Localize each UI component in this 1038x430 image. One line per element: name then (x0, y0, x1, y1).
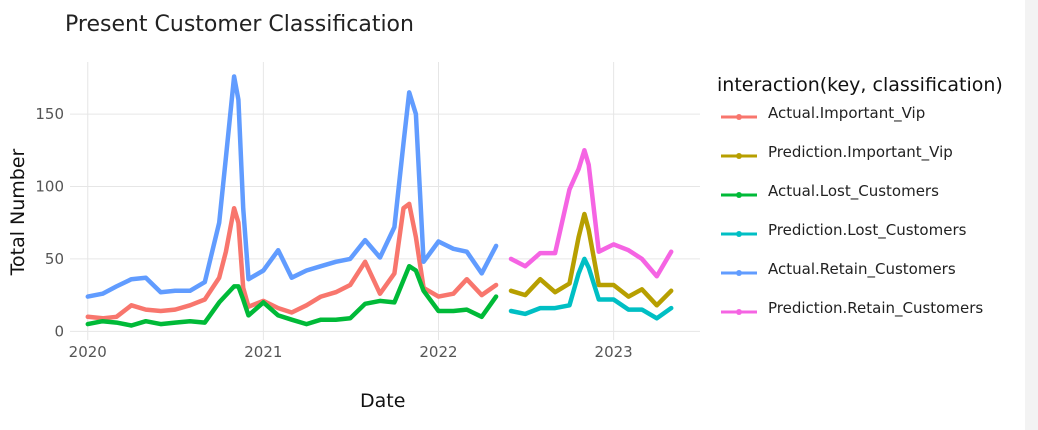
x-tick-label: 2020 (69, 343, 107, 361)
legend-item[interactable]: Prediction.Important_Vip (717, 143, 1003, 182)
chart-title: Present Customer Classification (65, 12, 414, 37)
series-line-prediction-retain-customers (508, 148, 674, 279)
legend: interaction(key, classification) Actual.… (717, 74, 1003, 338)
series-line-actual-lost-customers (85, 263, 499, 328)
series-line-prediction-important-vip (508, 211, 674, 308)
legend-item[interactable]: Actual.Important_Vip (717, 104, 1003, 143)
x-tick-label: 2023 (595, 343, 633, 361)
series-line-prediction-lost-customers (508, 256, 674, 321)
legend-swatch (721, 114, 757, 120)
legend-item[interactable]: Actual.Lost_Customers (717, 182, 1003, 221)
series-line-actual-important-vip (85, 201, 499, 321)
legend-swatch (721, 309, 757, 315)
series-line-actual-retain-customers (85, 74, 499, 299)
legend-swatch (721, 231, 757, 237)
y-tick-label: 100 (35, 178, 64, 196)
x-axis-label: Date (360, 390, 406, 412)
legend-label: Prediction.Lost_Customers (768, 221, 967, 239)
legend-swatch (721, 192, 757, 198)
legend-label: Prediction.Retain_Customers (768, 299, 984, 317)
y-tick-label: 50 (45, 250, 64, 268)
legend-item[interactable]: Actual.Retain_Customers (717, 260, 1003, 299)
legend-label: Actual.Lost_Customers (768, 182, 939, 200)
y-axis-label: Total Number (7, 148, 29, 276)
legend-title: interaction(key, classification) (717, 74, 1003, 96)
legend-item[interactable]: Prediction.Lost_Customers (717, 221, 1003, 260)
y-tick-label: 150 (35, 105, 64, 123)
legend-label: Actual.Retain_Customers (768, 260, 956, 278)
x-tick-label: 2022 (419, 343, 457, 361)
legend-swatch (721, 153, 757, 159)
legend-label: Prediction.Important_Vip (768, 143, 953, 161)
legend-label: Actual.Important_Vip (768, 104, 926, 122)
legend-items: Actual.Important_Vip Prediction.Important… (717, 104, 1003, 338)
y-tick-label: 0 (54, 322, 64, 340)
x-tick-label: 2021 (244, 343, 282, 361)
legend-item[interactable]: Prediction.Retain_Customers (717, 299, 1003, 338)
legend-swatch (721, 270, 757, 276)
